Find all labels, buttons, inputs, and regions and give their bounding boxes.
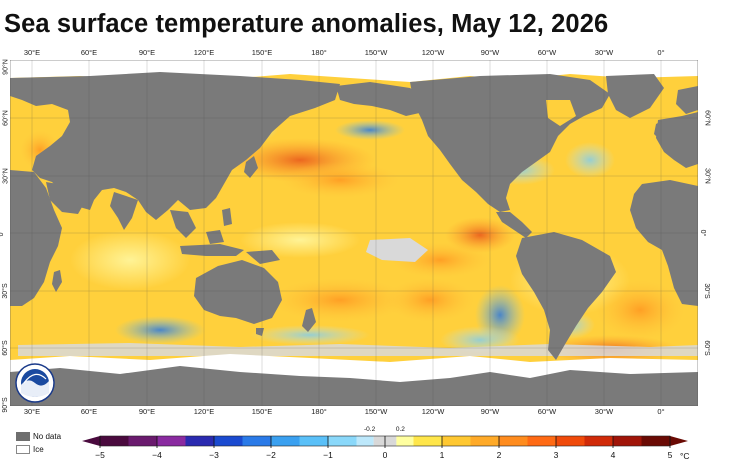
colorbar-bin	[527, 436, 556, 446]
longitude-label: 30°E	[23, 407, 41, 416]
longitude-label: 150°W	[364, 48, 388, 57]
latitude-label: 30°S	[703, 283, 711, 299]
longitude-label: 90°W	[480, 48, 500, 57]
latitude-label: 90°N	[2, 59, 10, 75]
latitude-label: 60°N	[703, 110, 711, 126]
colorbar-bin	[185, 436, 214, 446]
longitude-label: 30°W	[594, 48, 614, 57]
latitude-label: 0°	[0, 229, 5, 237]
colorbar-tick-label: −3	[209, 450, 219, 460]
neutral-anomaly-patches	[18, 238, 698, 356]
colorbar-bin	[613, 436, 642, 446]
longitude-label: 90°E	[138, 407, 156, 416]
land-masses	[10, 72, 698, 360]
hudson-bay	[546, 100, 576, 126]
ice-swatch	[16, 444, 30, 454]
noaa-logo-icon	[15, 363, 55, 403]
anomaly-field	[20, 118, 685, 365]
longitude-label: 150°W	[364, 407, 388, 416]
longitude-label: 30°E	[23, 48, 41, 57]
colorbar-bin	[271, 436, 300, 446]
colorbar-bin	[242, 436, 271, 446]
sst-anomaly-map	[10, 60, 698, 406]
longitude-label: 60°E	[80, 48, 98, 57]
legend-ice: Ice	[16, 443, 61, 455]
latitude-label: 90°S	[2, 397, 10, 413]
longitude-label: 60°W	[537, 407, 557, 416]
longitude-label: 30°W	[594, 407, 614, 416]
longitude-label: 150°E	[251, 48, 273, 57]
longitude-label: 180°	[311, 407, 327, 416]
colorbar-bin	[214, 436, 243, 446]
longitude-label: 180°	[311, 48, 327, 57]
longitude-label: 90°E	[138, 48, 156, 57]
colorbar-tick-label: 4	[611, 450, 616, 460]
colorbar-neutral-label: -0.2	[364, 426, 376, 433]
page-title: Sea surface temperature anomalies, May 1…	[4, 10, 609, 38]
colorbar-min-arrow	[82, 436, 100, 446]
colorbar-max-arrow	[670, 436, 688, 446]
longitude-label: 0°	[657, 407, 665, 416]
legend-keys: No data Ice	[16, 430, 61, 456]
colorbar-tick-label: −1	[323, 450, 333, 460]
colorbar-bin	[100, 436, 129, 446]
longitude-labels-bottom: 30°E 60°E 90°E 120°E 150°E 180° 150°W 120°W 90°W…	[0, 407, 740, 419]
map-gridlines	[10, 60, 698, 406]
colorbar-tick-label: 2	[497, 450, 502, 460]
latitude-label: 0°	[698, 229, 706, 237]
longitude-label: 120°W	[421, 407, 445, 416]
colorbar-bin	[356, 436, 374, 446]
no-data-label: No data	[33, 431, 62, 441]
longitude-label: 60°W	[537, 48, 557, 57]
colorbar-tick-label: −4	[152, 450, 162, 460]
colorbar-neutral-label: 0.2	[396, 426, 405, 433]
longitude-label: 0°	[657, 48, 665, 57]
no-data-swatch	[16, 431, 30, 441]
colorbar-bin	[328, 436, 357, 446]
colorbar-bin	[396, 436, 414, 446]
latitude-label: 60°S	[2, 340, 10, 356]
colorbar-tick-label: −2	[266, 450, 276, 460]
ice-label: Ice	[33, 444, 44, 454]
colorbar-bin	[413, 436, 442, 446]
latitude-label: 60°S	[703, 340, 711, 356]
colorbar-bin	[470, 436, 499, 446]
colorbar-tick-label: 1	[440, 450, 445, 460]
colorbar-bin	[157, 436, 186, 446]
colorbar-unit: °C	[680, 451, 690, 461]
colorbar-bin	[584, 436, 613, 446]
longitude-label: 90°W	[480, 407, 500, 416]
latitude-label: 30°S	[2, 283, 10, 299]
latitude-label: 30°N	[2, 168, 10, 184]
colorbar-bin	[499, 436, 528, 446]
colorbar-bin	[442, 436, 471, 446]
colorbar-tick-label: 5	[668, 450, 673, 460]
longitude-label: 150°E	[251, 407, 273, 416]
colorbar-bin	[128, 436, 157, 446]
latitude-labels-right: 60°N 30°N 0° 30°S 60°S	[699, 0, 717, 468]
colorbar-tick-label: −5	[95, 450, 105, 460]
longitude-label: 120°W	[421, 48, 445, 57]
latitude-label: 30°N	[703, 168, 711, 184]
longitude-label: 60°E	[80, 407, 98, 416]
colorbar-bin	[641, 436, 670, 446]
colorbar-tick-label: 3	[554, 450, 559, 460]
colorbar-bin	[299, 436, 328, 446]
antarctica-land	[10, 366, 698, 406]
latitude-label: 60°N	[2, 110, 10, 126]
longitude-label: 120°E	[193, 48, 215, 57]
legend-no-data: No data	[16, 430, 61, 442]
colorbar-tick-label: 0	[383, 450, 388, 460]
longitude-labels-top: 30°E 60°E 90°E 120°E 150°E 180° 150°W 120°W 90°W…	[0, 48, 740, 60]
longitude-label: 120°E	[193, 407, 215, 416]
colorbar-bin	[556, 436, 585, 446]
colorbar: −5 −4 −3 −2 −1 0 1 2 3 4 5 -0.2 0.2 °C	[82, 426, 690, 461]
